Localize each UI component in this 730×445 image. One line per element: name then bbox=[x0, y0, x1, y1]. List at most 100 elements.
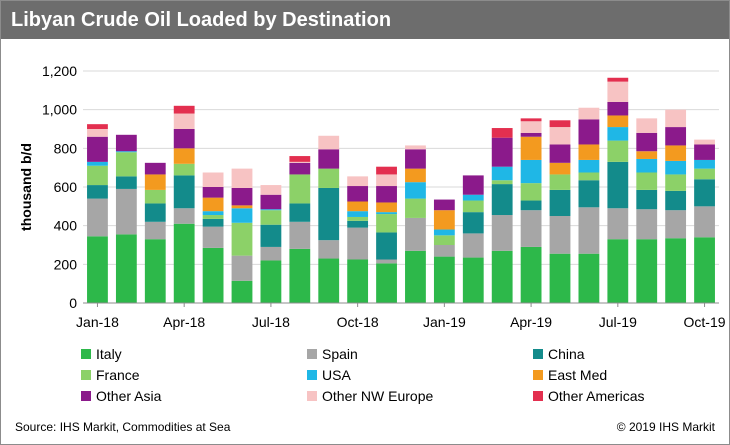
bar-segment-other-americas bbox=[87, 124, 108, 129]
bar-segment-usa bbox=[405, 182, 426, 199]
legend-label: USA bbox=[322, 367, 351, 383]
title-bar: Libyan Crude Oil Loaded by Destination bbox=[1, 1, 729, 39]
bar-segment-italy bbox=[607, 239, 629, 303]
bar-segment-other-nw-europe bbox=[607, 81, 629, 102]
bar-segment-spain bbox=[318, 240, 340, 259]
bar-segment-france bbox=[202, 215, 224, 219]
bar-segment-other-americas bbox=[289, 156, 311, 162]
legend-item-other-americas: Other Americas bbox=[533, 388, 644, 404]
x-tick-label: Oct-18 bbox=[337, 314, 379, 330]
bar-segment-china bbox=[665, 190, 687, 211]
bar-segment-other-asia bbox=[636, 132, 658, 152]
bar-segment-other-americas bbox=[549, 120, 571, 128]
bar-segment-other-nw-europe bbox=[289, 161, 311, 163]
y-tick-label: 0 bbox=[69, 295, 77, 311]
legend-swatch bbox=[307, 349, 317, 359]
bar-segment-other-nw-europe bbox=[578, 107, 600, 120]
bar-segment-east-med bbox=[405, 168, 426, 183]
bar-segment-usa bbox=[115, 151, 137, 153]
legend-swatch bbox=[81, 370, 91, 380]
bar-segment-france bbox=[87, 165, 108, 186]
y-axis-label: thousand b/d bbox=[18, 143, 34, 231]
bar-segment-france bbox=[260, 210, 282, 225]
bar-segment-east-med bbox=[202, 197, 224, 212]
bar-segment-east-med bbox=[636, 151, 658, 159]
x-tick-label: Apr-19 bbox=[510, 314, 552, 330]
bar-segment-china bbox=[491, 184, 513, 216]
bar-segment-france bbox=[144, 189, 166, 204]
bar-segment-other-nw-europe bbox=[202, 172, 224, 187]
bar-segment-china bbox=[578, 180, 600, 208]
legend-label: East Med bbox=[548, 367, 608, 383]
bar-segment-other-nw-europe bbox=[347, 176, 369, 187]
bar-segment-france bbox=[405, 198, 426, 218]
y-tick-label: 1,200 bbox=[42, 63, 77, 79]
x-tick-label: Jan-18 bbox=[76, 314, 119, 330]
bar-segment-france bbox=[231, 222, 253, 256]
bar-segment-france bbox=[607, 140, 629, 162]
bar-segment-italy bbox=[144, 239, 166, 303]
bar-segment-other-americas bbox=[520, 118, 542, 122]
bar-segment-italy bbox=[231, 280, 253, 303]
bar-segment-usa bbox=[202, 211, 224, 216]
bar-segment-other-asia bbox=[433, 199, 455, 211]
bar-segment-other-asia bbox=[144, 162, 166, 175]
bar-segment-other-asia bbox=[694, 144, 715, 160]
bar-segment-east-med bbox=[578, 144, 600, 160]
bar-segment-other-asia bbox=[231, 187, 253, 206]
bar-segment-spain bbox=[520, 210, 542, 247]
bar-segment-spain bbox=[115, 188, 137, 235]
bar-segment-italy bbox=[202, 247, 224, 303]
bar-segment-china bbox=[376, 232, 397, 260]
bar-segment-italy bbox=[462, 257, 484, 303]
legend-item-east-med: East Med bbox=[533, 367, 607, 383]
bar-segment-france bbox=[520, 183, 542, 201]
bar-segment-spain bbox=[636, 209, 658, 240]
bar-segment-usa bbox=[87, 161, 108, 166]
bar-segment-italy bbox=[173, 223, 195, 303]
bar-segment-france bbox=[636, 172, 658, 190]
bar-segment-other-nw-europe bbox=[260, 185, 282, 195]
bar-segment-china bbox=[289, 203, 311, 222]
bar-segment-other-americas bbox=[607, 77, 629, 82]
bar-segment-spain bbox=[289, 221, 311, 249]
bar-segment-spain bbox=[202, 226, 224, 248]
x-tick-label: Jan-19 bbox=[423, 314, 466, 330]
bar-segment-china bbox=[694, 179, 715, 207]
bar-segment-china bbox=[318, 187, 340, 241]
legend-swatch bbox=[307, 391, 317, 401]
y-tick-label: 400 bbox=[54, 218, 78, 234]
bar-segment-italy bbox=[694, 237, 715, 303]
bar-segment-france bbox=[376, 214, 397, 233]
legend-label: Italy bbox=[96, 346, 122, 362]
bar-segment-italy bbox=[347, 259, 369, 303]
chart-title: Libyan Crude Oil Loaded by Destination bbox=[11, 9, 392, 31]
bar-segment-spain bbox=[665, 210, 687, 239]
bar-segment-other-asia bbox=[665, 127, 687, 146]
legend-label: Other NW Europe bbox=[322, 388, 434, 404]
bar-segment-other-asia bbox=[202, 187, 224, 198]
bar-segment-usa bbox=[694, 159, 715, 169]
bar-segment-other-asia bbox=[607, 101, 629, 116]
bar-segment-france bbox=[694, 168, 715, 180]
bar-segment-other-americas bbox=[491, 128, 513, 138]
bar-segment-france bbox=[433, 235, 455, 245]
bar-segment-other-nw-europe bbox=[549, 127, 571, 145]
bar-segment-spain bbox=[549, 216, 571, 254]
bar-segment-other-asia bbox=[462, 175, 484, 195]
bar-segment-usa bbox=[636, 158, 658, 173]
bar-segment-usa bbox=[231, 208, 253, 223]
bar-segment-italy bbox=[115, 234, 137, 303]
bar-segment-other-nw-europe bbox=[694, 139, 715, 145]
bar-segment-other-asia bbox=[491, 137, 513, 167]
legend-item-italy: Italy bbox=[81, 346, 122, 362]
legend-swatch bbox=[533, 391, 543, 401]
bar-segment-italy bbox=[260, 260, 282, 303]
legend-label: Spain bbox=[322, 346, 358, 362]
legend-swatch bbox=[533, 349, 543, 359]
bar-segment-china bbox=[173, 175, 195, 209]
bar-segment-spain bbox=[376, 259, 397, 264]
bar-segment-italy bbox=[665, 238, 687, 303]
bar-segment-other-nw-europe bbox=[665, 109, 687, 128]
